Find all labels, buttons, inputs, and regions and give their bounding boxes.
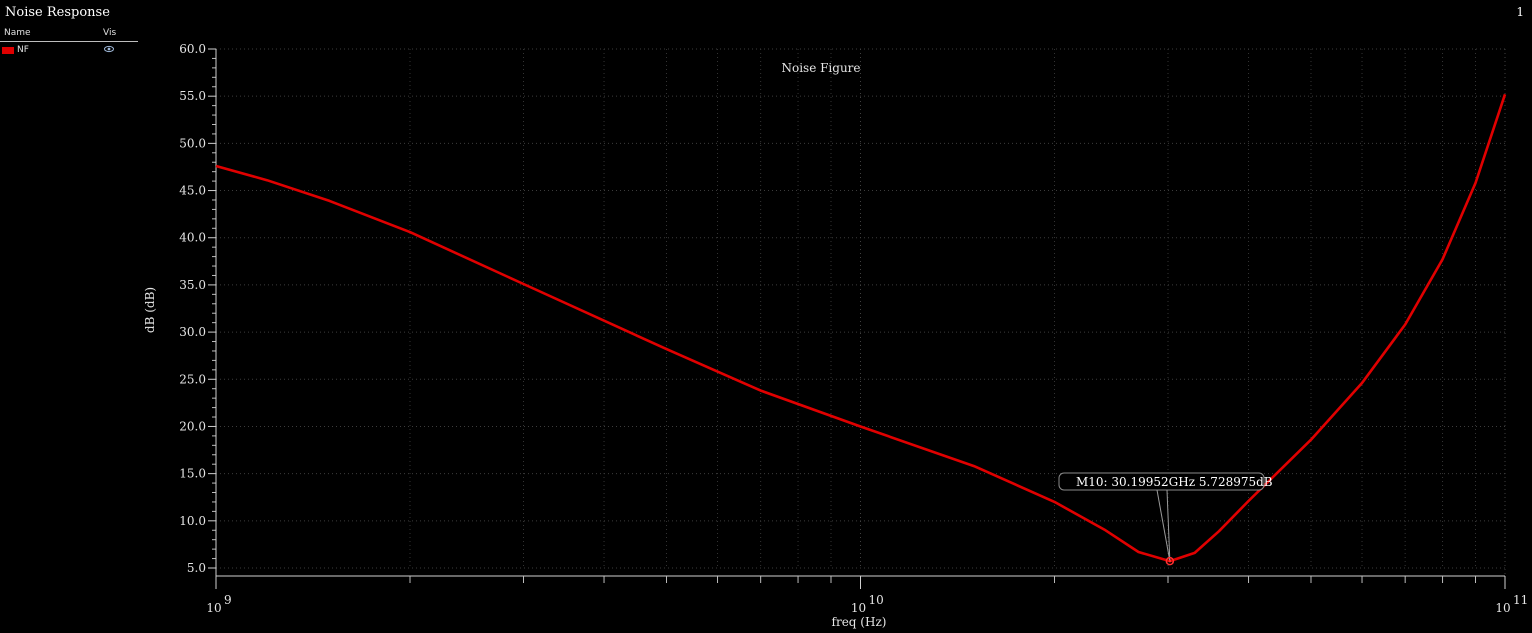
marker-leader-line [1166,489,1171,562]
axes-layer: 5.0 10.0 15.0 20.0 25.0 30.0 35.0 40.0 45.0 50.0 5… [179,42,1528,615]
x-tick-label: 10 [851,601,866,615]
y-tick-label: 35.0 [179,278,206,292]
x-tick-exponent: 9 [224,593,232,607]
trace-color-swatch [2,47,14,54]
x-axis-label: freq (Hz) [832,615,887,629]
y-tick-label: 40.0 [179,231,206,245]
y-tick-label: 45.0 [179,184,206,198]
y-tick-label: 15.0 [179,467,206,481]
marker-layer: M10: 30.19952GHz 5.728975dB [1058,472,1273,566]
y-tick-label: 5.0 [187,561,206,575]
legend-column-vis: Vis [103,28,117,38]
y-tick-label: 25.0 [179,372,206,386]
legend-column-name: Name [4,28,31,38]
y-axis-label: dB (dB) [143,287,157,333]
y-tick-label: 10.0 [179,514,206,528]
y-tick-label: 50.0 [179,136,206,150]
page-number: 1 [1516,5,1524,19]
legend-panel: Name Vis NF [0,26,138,58]
marker-point-center [1168,559,1172,563]
y-tick-label: 60.0 [179,42,206,56]
legend-item-nf[interactable]: NF [0,42,138,58]
y-tick-label: 20.0 [179,419,206,433]
x-tick-exponent: 10 [869,593,884,607]
series-layer [215,93,1507,563]
y-tick-label: 55.0 [179,89,206,103]
eye-icon[interactable] [104,45,114,53]
x-tick-label: 10 [1495,601,1510,615]
chart-title: Noise Figure [781,61,860,75]
marker-leader-line [1156,489,1171,562]
legend-header: Name Vis [0,26,138,42]
window-title: Noise Response [5,5,110,20]
x-tick-exponent: 11 [1513,593,1528,607]
marker-point [1165,556,1175,566]
series-line-nf [215,93,1507,563]
x-tick-label: 10 [206,601,221,615]
marker-label-box [1058,472,1265,491]
legend-item-label: NF [17,45,29,55]
marker-label: M10: 30.19952GHz 5.728975dB [1076,475,1273,489]
grid-layer [215,48,1506,576]
y-tick-label: 30.0 [179,325,206,339]
